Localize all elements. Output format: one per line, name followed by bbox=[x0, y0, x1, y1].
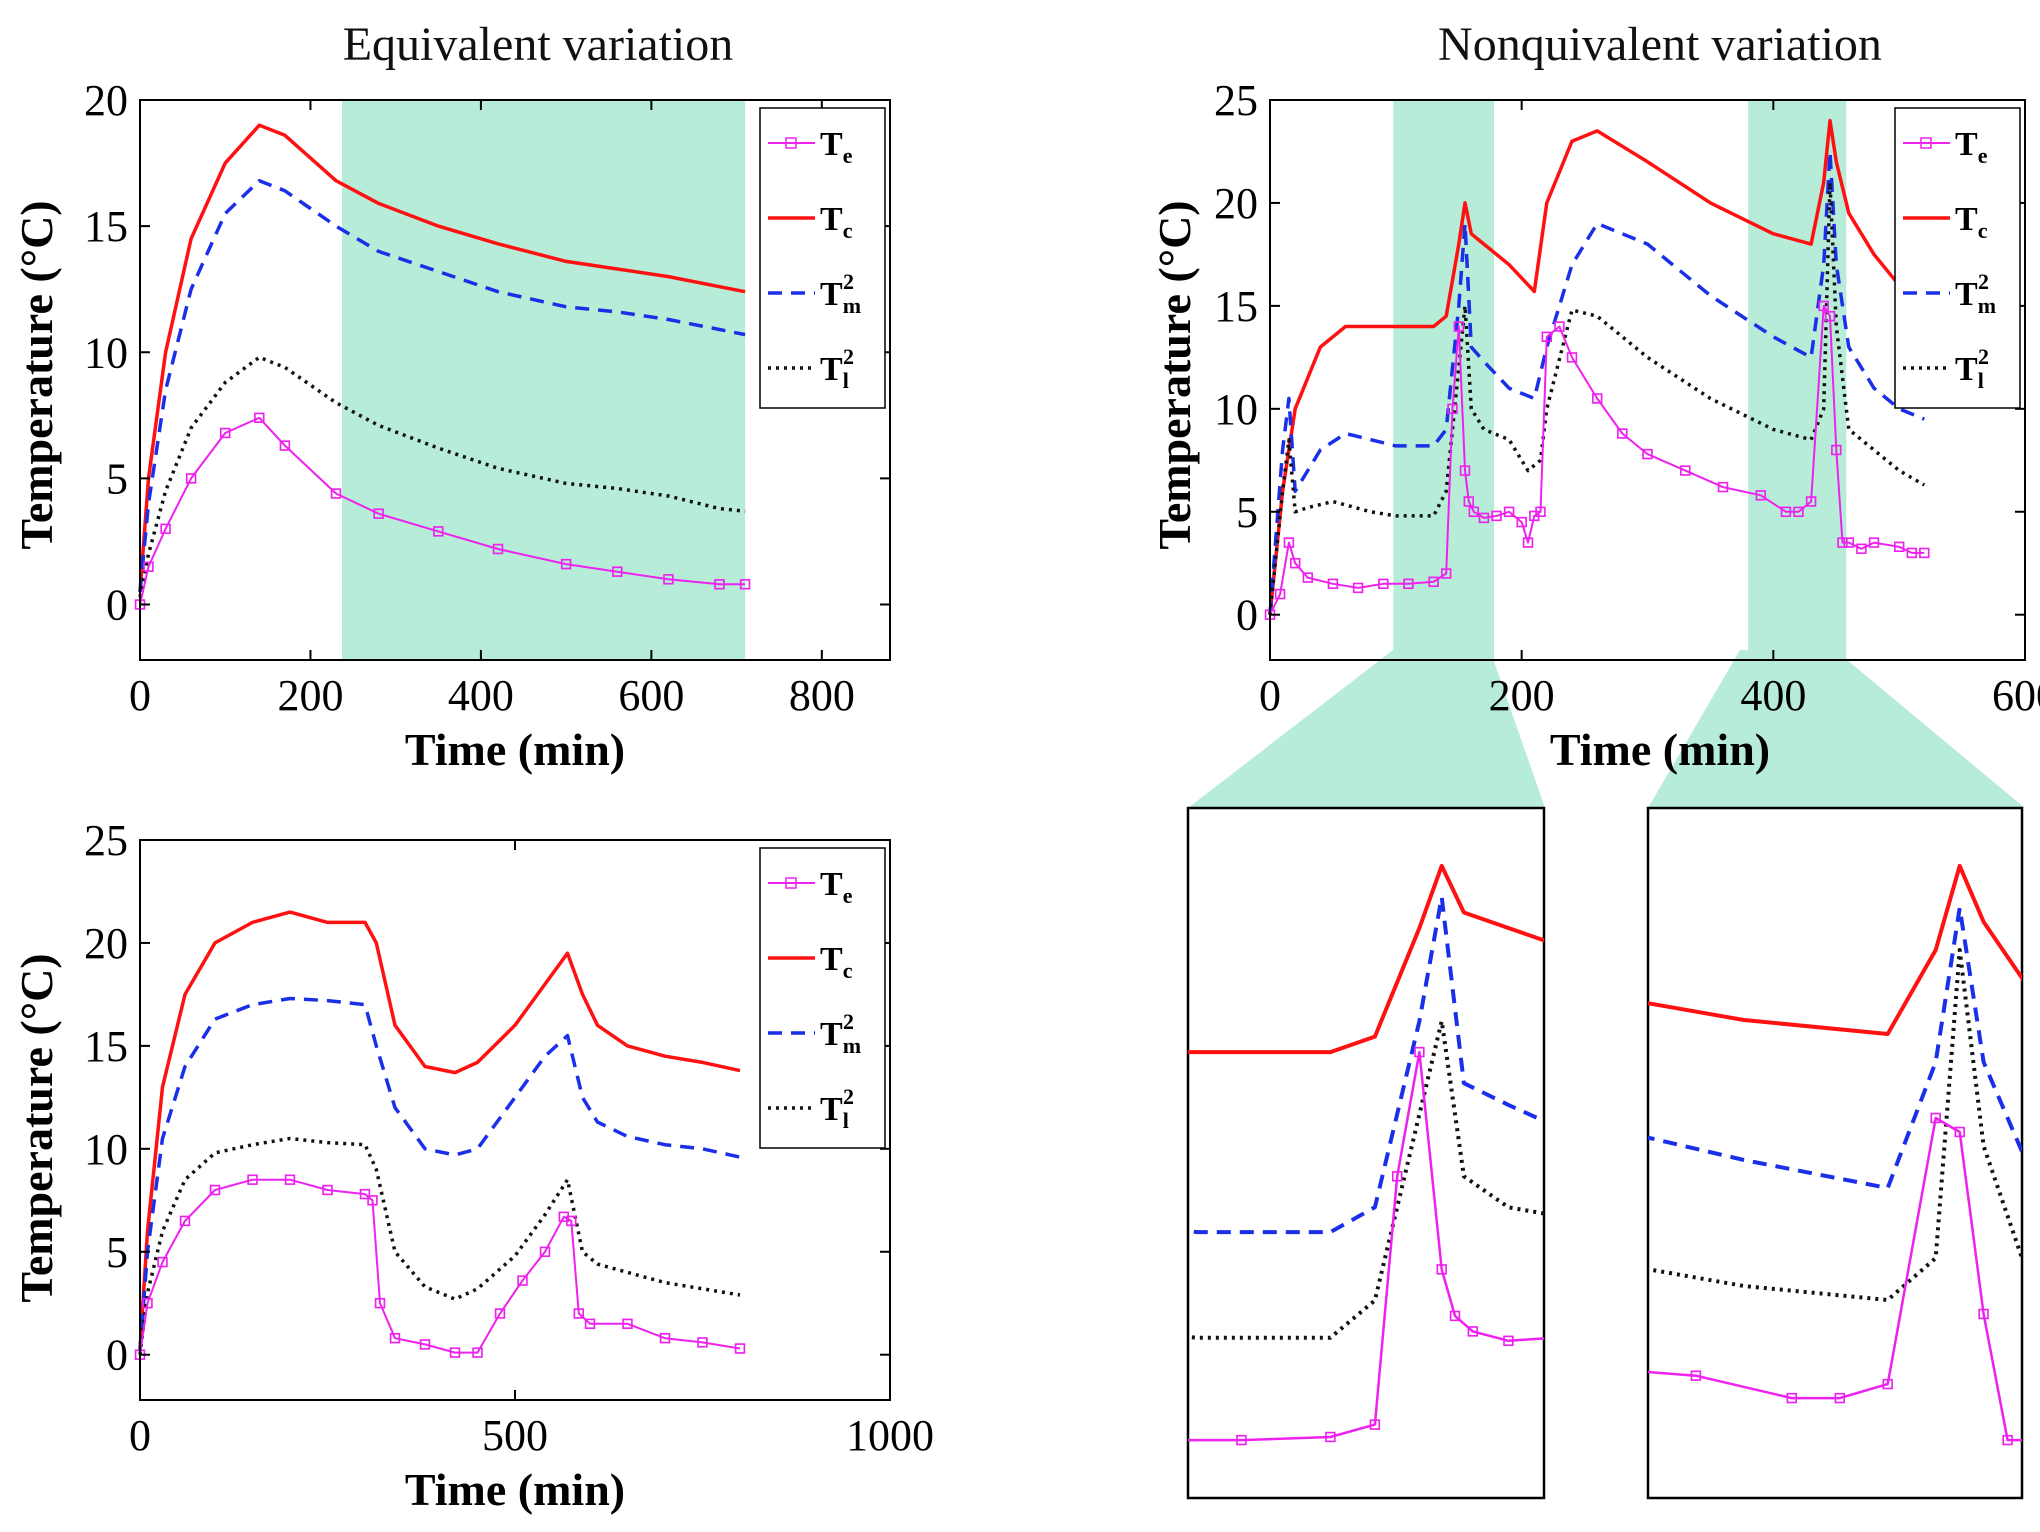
legend-marker bbox=[785, 877, 797, 889]
legend-sub: c bbox=[1978, 218, 1988, 243]
legend-marker bbox=[785, 137, 797, 149]
legend-sub: c bbox=[843, 218, 853, 243]
x-tick-label: 200 bbox=[277, 671, 343, 720]
inset-series-Te bbox=[1648, 1112, 2022, 1498]
plot-area: 02004006000510152025TeTcTm2Tl2 bbox=[1214, 76, 2040, 720]
x-tick-label: 400 bbox=[1740, 671, 1806, 720]
y-tick-label: 25 bbox=[1214, 76, 1258, 125]
x-tick-label: 600 bbox=[1992, 671, 2040, 720]
y-tick-label: 15 bbox=[84, 1022, 128, 1071]
x-tick-label: 800 bbox=[789, 671, 855, 720]
legend-sup: 2 bbox=[1978, 269, 1989, 294]
legend-sub: l bbox=[843, 1108, 849, 1133]
series-line-Tm bbox=[138, 178, 746, 593]
inset-frame bbox=[1646, 806, 2024, 1500]
series-line-Tl bbox=[138, 1136, 741, 1355]
series-line-Tc bbox=[138, 123, 746, 593]
y-tick-label: 5 bbox=[106, 454, 128, 503]
legend-sup: 2 bbox=[843, 1009, 854, 1034]
legend-sup: 2 bbox=[843, 344, 854, 369]
chart-equivalent: Equivalent variation 0 200 400 600 800 0 5 10 15… bbox=[11, 18, 891, 775]
inset-plot bbox=[1648, 863, 2022, 1498]
y-tick-label: 20 bbox=[1214, 179, 1258, 228]
legend-sub: e bbox=[843, 143, 853, 168]
legend-marker bbox=[1920, 137, 1932, 149]
x-tick-label: 0 bbox=[129, 671, 151, 720]
legend-box bbox=[759, 847, 886, 1149]
y-axis-label: Temperature (°C) bbox=[11, 953, 62, 1302]
inset-series-Tl bbox=[1648, 948, 2022, 1302]
x-tick-label: 0 bbox=[129, 1411, 151, 1460]
series-line-Te bbox=[134, 412, 751, 610]
legend-sup: 2 bbox=[843, 269, 854, 294]
y-tick-label: 20 bbox=[84, 76, 128, 125]
zoom-inset-1 bbox=[1186, 806, 1546, 1500]
legend-sup: 2 bbox=[1978, 344, 1989, 369]
y-axis-label: Temperature (°C) bbox=[1149, 200, 1200, 549]
highlight-band bbox=[341, 100, 746, 660]
y-tick-label: 10 bbox=[84, 328, 128, 377]
legend-sup: 2 bbox=[843, 1084, 854, 1109]
series-line-Tm bbox=[138, 996, 741, 1351]
legend-label-Tm: Tm bbox=[820, 276, 861, 318]
series-line-Te bbox=[1264, 300, 1930, 620]
legend-sub: m bbox=[843, 1033, 861, 1058]
series-line-Tc bbox=[138, 910, 741, 1349]
legend-label-Tm: Tm bbox=[1955, 276, 1996, 318]
x-tick-label: 1000 bbox=[846, 1411, 934, 1460]
y-tick-label: 25 bbox=[84, 816, 128, 865]
legend-sub: m bbox=[1978, 293, 1996, 318]
y-tick-label: 0 bbox=[1236, 591, 1258, 640]
y-axis-label: Temperature (°C) bbox=[11, 200, 62, 549]
x-tick-label: 0 bbox=[1259, 671, 1281, 720]
legend-sub: e bbox=[843, 883, 853, 908]
series-line-Te bbox=[134, 1174, 746, 1360]
x-tick-label: 500 bbox=[482, 1411, 548, 1460]
legend-box bbox=[1894, 107, 2021, 409]
chart-title: Nonquivalent variation bbox=[1438, 18, 1882, 71]
inset-frame bbox=[1186, 806, 1546, 1500]
legend-sub: e bbox=[1978, 143, 1988, 168]
chart-nonequivalent: Nonquivalent variation 0 200 400 600 0 5 10 15 2… bbox=[1149, 18, 2040, 775]
y-tick-label: 20 bbox=[84, 919, 128, 968]
x-axis-label: Time (min) bbox=[405, 724, 625, 775]
zoom-connector-1 bbox=[1188, 650, 1545, 808]
y-tick-label: 0 bbox=[106, 581, 128, 630]
inset-series-Tc bbox=[1648, 863, 2022, 1036]
x-tick-label: 600 bbox=[618, 671, 684, 720]
legend-label-Tl: Tl bbox=[820, 351, 849, 393]
chart-title: Equivalent variation bbox=[343, 18, 734, 71]
y-tick-label: 0 bbox=[106, 1331, 128, 1380]
legend-sub: c bbox=[843, 958, 853, 983]
x-axis-label: Time (min) bbox=[405, 1464, 625, 1515]
x-tick-label: 400 bbox=[448, 671, 514, 720]
x-tick-label: 200 bbox=[1489, 671, 1555, 720]
legend-sub: m bbox=[843, 293, 861, 318]
y-tick-label: 5 bbox=[106, 1228, 128, 1277]
y-tick-label: 10 bbox=[1214, 385, 1258, 434]
zoom-connector-2 bbox=[1648, 650, 2025, 808]
axes-frame bbox=[139, 99, 891, 661]
y-tick-label: 15 bbox=[84, 202, 128, 251]
x-axis-label: Time (min) bbox=[1550, 724, 1770, 775]
legend-sub: l bbox=[1978, 368, 1984, 393]
y-tick-label: 10 bbox=[84, 1125, 128, 1174]
legend-sub: l bbox=[843, 368, 849, 393]
axes-frame bbox=[1269, 99, 2026, 661]
zoom-inset-2 bbox=[1646, 806, 2024, 1500]
legend-box bbox=[759, 107, 886, 409]
y-tick-label: 15 bbox=[1214, 282, 1258, 331]
y-tick-label: 5 bbox=[1236, 488, 1258, 537]
